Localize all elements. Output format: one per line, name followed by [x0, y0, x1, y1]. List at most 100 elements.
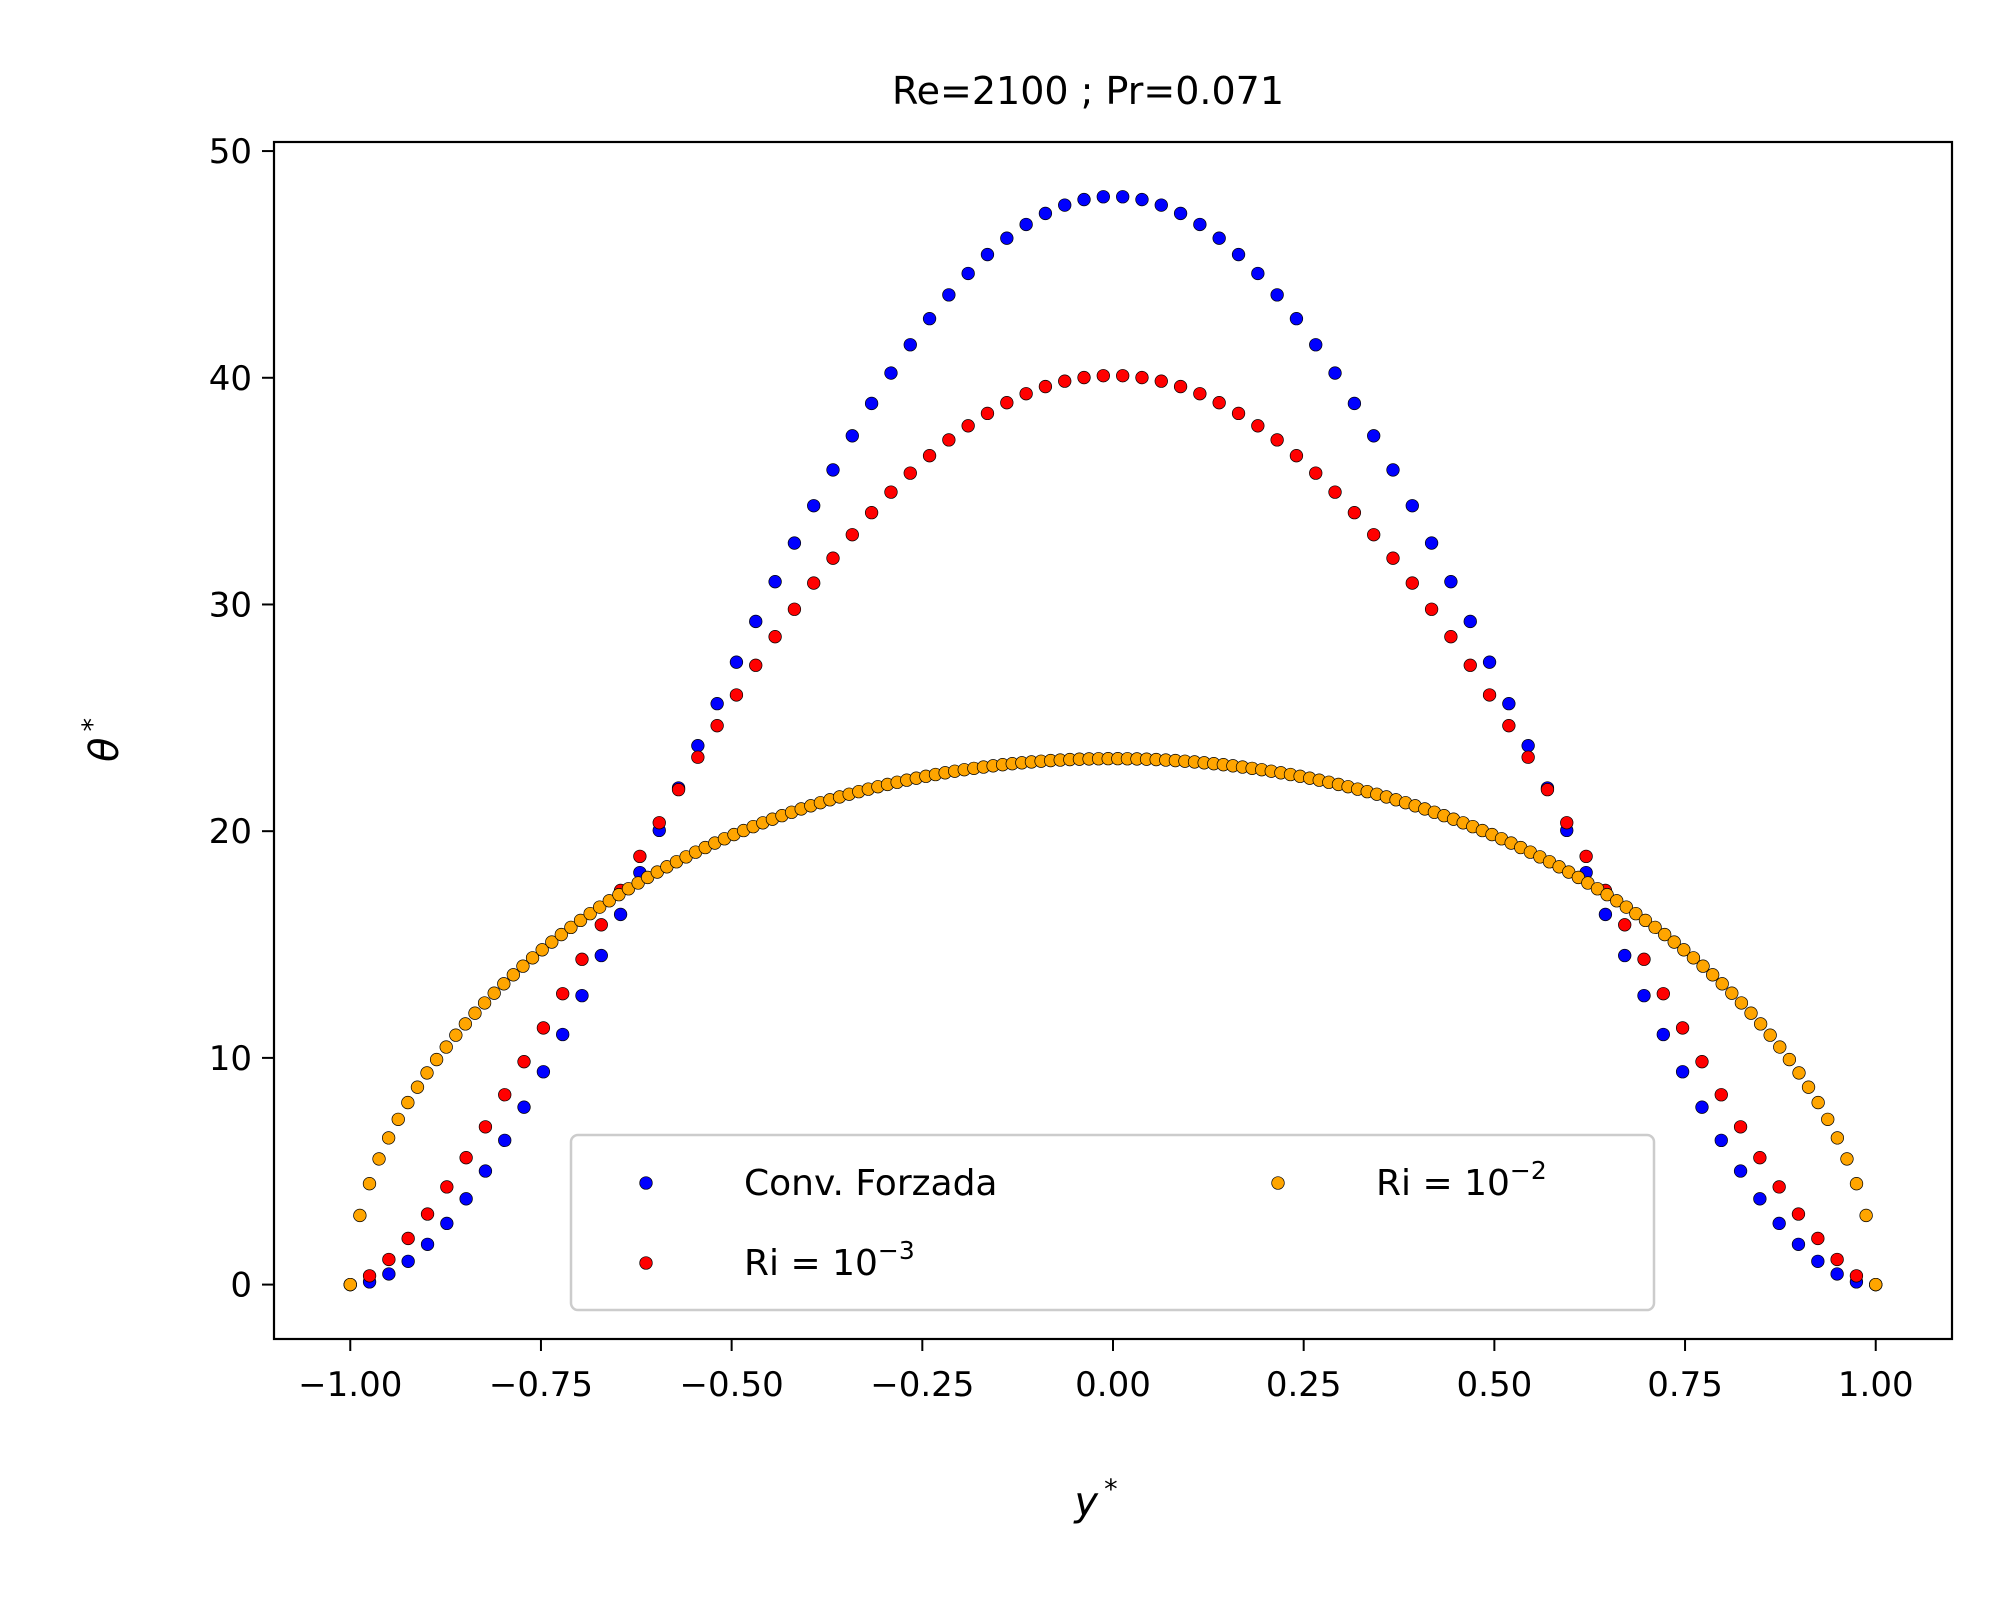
data-point — [1667, 935, 1681, 949]
data-point — [1677, 943, 1691, 957]
data-point — [1231, 406, 1246, 421]
y-tick-label: 50 — [209, 132, 252, 172]
x-tick-label: −0.75 — [489, 1365, 593, 1405]
data-point — [1830, 1267, 1844, 1281]
data-point — [1579, 849, 1593, 864]
data-point — [1193, 217, 1207, 232]
data-point — [612, 888, 626, 902]
data-point — [535, 943, 549, 957]
data-point — [613, 907, 628, 922]
data-point — [517, 1100, 531, 1114]
data-point — [1309, 466, 1323, 480]
x-axis-label-sup: * — [1104, 1474, 1118, 1505]
data-point — [826, 551, 840, 565]
data-point — [506, 968, 520, 982]
data-point — [1791, 1207, 1806, 1221]
data-point — [1830, 1252, 1844, 1267]
data-point — [1212, 231, 1226, 245]
data-point — [807, 499, 821, 513]
data-point — [498, 1133, 512, 1148]
x-tick-label: −1.00 — [298, 1365, 402, 1405]
data-point — [1367, 528, 1381, 542]
y-axis-label-base: θ — [82, 738, 128, 762]
data-point — [382, 1252, 396, 1267]
x-tick-label: 1.00 — [1838, 1365, 1914, 1405]
legend-label: Conv. Forzada — [744, 1163, 998, 1204]
x-tick-label: 0.75 — [1647, 1365, 1723, 1405]
x-axis: −1.00 −0.75 −0.50 −0.25 0.00 0.25 0.50 0.75 1.00 — [298, 1339, 1914, 1405]
data-point — [478, 1164, 493, 1178]
data-point — [1173, 206, 1188, 221]
data-point — [1444, 575, 1458, 589]
data-point — [1714, 1133, 1728, 1148]
data-point — [1725, 986, 1739, 1000]
legend-label-exp: −3 — [878, 1236, 915, 1265]
data-point — [498, 1088, 512, 1102]
data-point — [449, 1028, 463, 1042]
data-point — [1135, 192, 1149, 207]
data-point — [710, 697, 724, 711]
data-point — [575, 952, 589, 966]
data-marks — [343, 190, 1883, 1292]
y-tick-label: 20 — [209, 812, 252, 852]
data-point — [1289, 312, 1304, 326]
data-point — [1116, 190, 1130, 204]
legend-label-base: Ri = 10 — [1376, 1163, 1510, 1204]
data-point — [353, 1208, 367, 1223]
data-point — [391, 1112, 405, 1126]
data-point — [1424, 536, 1439, 550]
data-point — [1328, 366, 1342, 380]
y-tick-label: 30 — [209, 585, 252, 625]
data-point — [1686, 951, 1701, 965]
y-axis-label-sup: * — [77, 718, 108, 732]
data-point — [459, 1192, 473, 1206]
data-point — [729, 655, 744, 669]
data-point — [1656, 987, 1670, 1001]
data-point — [1058, 198, 1072, 212]
data-point — [1135, 370, 1149, 385]
data-point — [477, 996, 492, 1010]
data-point — [362, 1269, 377, 1283]
data-point — [1600, 888, 1614, 902]
data-point — [691, 750, 705, 764]
legend-label: Ri = 10−3 — [744, 1236, 915, 1284]
legend-label-base: Conv. Forzada — [744, 1163, 998, 1204]
data-point — [497, 977, 511, 991]
data-point — [864, 506, 879, 520]
data-point — [1618, 918, 1632, 932]
data-point — [961, 419, 975, 433]
data-point — [1251, 266, 1265, 281]
data-point — [573, 913, 588, 928]
data-point — [633, 849, 647, 864]
data-point — [729, 688, 744, 702]
data-point — [1637, 952, 1651, 966]
data-point — [845, 429, 859, 443]
data-point — [602, 894, 616, 908]
data-point — [961, 266, 975, 281]
data-point — [1619, 900, 1633, 914]
legend-label-exp: −2 — [1510, 1156, 1547, 1185]
data-point — [884, 366, 898, 380]
x-axis-label: y * — [1073, 1474, 1117, 1525]
data-point — [1077, 192, 1091, 207]
data-point — [429, 1052, 444, 1067]
data-point — [864, 396, 879, 411]
legend-marker — [1271, 1176, 1285, 1190]
data-point — [1734, 996, 1749, 1010]
data-point — [787, 536, 802, 550]
data-point — [1733, 1164, 1748, 1178]
data-point — [1463, 658, 1477, 672]
data-point — [516, 959, 530, 973]
data-point — [1270, 288, 1284, 302]
data-point — [1058, 374, 1072, 388]
x-tick-label: −0.25 — [870, 1365, 974, 1405]
data-point — [536, 1021, 551, 1035]
data-point — [1212, 396, 1226, 410]
data-point — [459, 1151, 473, 1165]
data-point — [545, 935, 559, 949]
y-tick-label: 40 — [209, 359, 252, 399]
data-point — [1715, 977, 1729, 991]
data-point — [1598, 907, 1613, 922]
data-point — [1038, 206, 1053, 221]
